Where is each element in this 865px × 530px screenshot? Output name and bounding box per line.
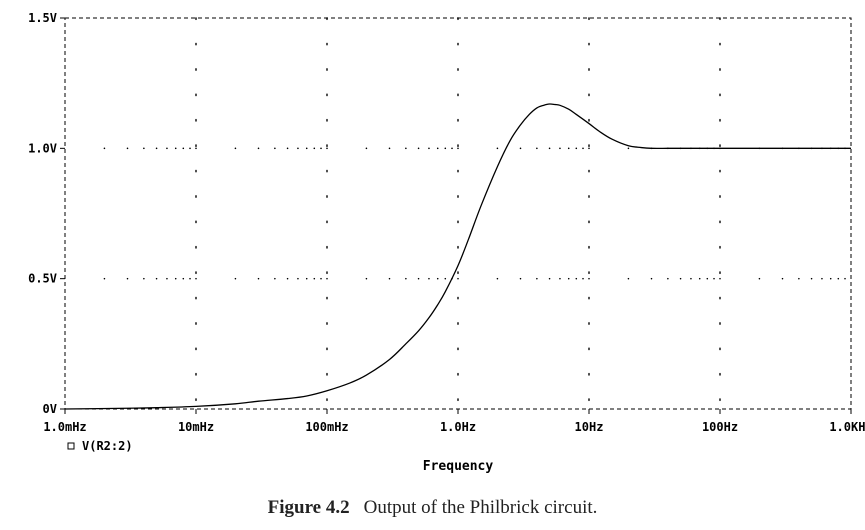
x-tick-label-2: 100mHz	[305, 420, 348, 434]
x-tick-label-3: 1.0Hz	[440, 420, 476, 434]
legend: V(R2:2)	[67, 439, 133, 453]
figure-number: Figure 4.2	[267, 497, 350, 518]
axis-ticks	[60, 17, 852, 414]
x-tick-label-6: 1.0KHz	[829, 420, 865, 434]
y-tick-label-0: 0V	[43, 402, 57, 416]
series-layer	[64, 103, 851, 410]
x-tick-label-0: 1.0mHz	[43, 420, 86, 434]
figure-caption: Figure 4.2 Output of the Philbrick circui…	[0, 497, 865, 519]
y-tick-label-1: 0.5V	[28, 272, 57, 286]
x-axis-title: Frequency	[423, 459, 494, 474]
series-line-0	[64, 103, 851, 410]
frequency-response-chart: 1.0mHz 10mHz 100mHz 1.0Hz 10Hz 100Hz 1.0KHz 0V 0…	[28, 11, 865, 474]
x-tick-label-5: 100Hz	[702, 420, 738, 434]
legend-marker	[67, 442, 75, 450]
x-tick-label-4: 10Hz	[575, 420, 604, 434]
tick-labels: 1.0mHz 10mHz 100mHz 1.0Hz 10Hz 100Hz 1.0KHz 0V 0…	[28, 11, 865, 434]
plot-frame	[64, 17, 852, 410]
caption-text: Output of the Philbrick circuit.	[363, 497, 598, 518]
grid-dots	[103, 17, 846, 410]
y-tick-label-2: 1.0V	[28, 141, 57, 155]
legend-label: V(R2:2)	[82, 439, 133, 453]
y-tick-label-3: 1.5V	[28, 11, 57, 25]
x-tick-label-1: 10mHz	[178, 420, 214, 434]
